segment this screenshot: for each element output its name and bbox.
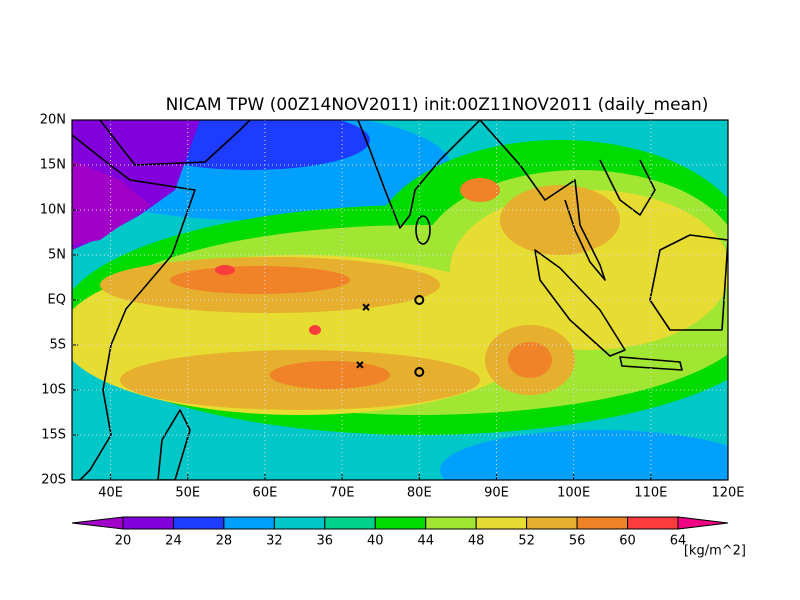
- y-tick-label: 10N: [40, 203, 66, 218]
- y-tick-label: 5N: [48, 248, 66, 263]
- colorbar-box: [374, 516, 427, 530]
- map-title: NICAM TPW (00Z14NOV2011) init:00Z11NOV20…: [166, 95, 709, 115]
- colorbar-label: 60: [619, 534, 636, 549]
- colorbar-box: [475, 516, 528, 530]
- colorbar-box: [627, 516, 679, 530]
- marker-o: [414, 367, 425, 377]
- x-tick-label: 70E: [330, 486, 355, 501]
- colorbar: 20 24 28 32 36 40 44 48 52 56 60 64[kg/m^2]: [71, 516, 746, 559]
- map-frame: [71, 119, 729, 481]
- x-tick-label: 120E: [711, 486, 744, 501]
- tpw-field: [72, 120, 728, 480]
- marker-x: [356, 361, 364, 369]
- colorbar-label: 36: [317, 534, 334, 549]
- colorbar-box: [172, 516, 225, 530]
- marker-o: [414, 295, 425, 305]
- x-tick-label: 110E: [634, 486, 667, 501]
- colorbar-label: 20: [115, 534, 132, 549]
- colorbar-box: [576, 516, 629, 530]
- colorbar-triangle: [677, 516, 729, 530]
- x-tick-label: 50E: [175, 486, 200, 501]
- y-tick-label: 15S: [41, 428, 66, 443]
- x-tick-label: 40E: [98, 486, 123, 501]
- colorbar-box: [122, 516, 174, 530]
- y-tick-label: 20N: [40, 113, 66, 128]
- colorbar-label: 24: [165, 534, 182, 549]
- colorbar-label: 40: [367, 534, 384, 549]
- colorbar-label: 44: [417, 534, 434, 549]
- y-tick-label: 5S: [49, 338, 66, 353]
- graticule: 40E 50E 60E 70E 80E 90E 100E 110E 120E 20S 15S 10S 5…: [40, 113, 745, 501]
- colorbar-label: 56: [569, 534, 586, 549]
- y-tick-label: 20S: [41, 473, 66, 488]
- colorbar-box: [324, 516, 376, 530]
- colorbar-unit: [kg/m^2]: [684, 544, 746, 559]
- y-tick-label: EQ: [48, 293, 66, 308]
- colorbar-label: 32: [266, 534, 283, 549]
- colorbar-box: [223, 516, 275, 530]
- colorbar-label: 28: [216, 534, 233, 549]
- x-tick-label: 90E: [484, 486, 509, 501]
- colorbar-triangle: [71, 516, 124, 530]
- x-tick-label: 80E: [407, 486, 432, 501]
- x-tick-label: 100E: [557, 486, 590, 501]
- colorbar-label: 48: [468, 534, 485, 549]
- markers: [356, 295, 425, 377]
- colorbar-label: 52: [518, 534, 535, 549]
- colorbar-box: [526, 516, 578, 530]
- y-tick-label: 15N: [40, 158, 66, 173]
- colorbar-label: 64: [670, 534, 687, 549]
- y-tick-label: 10S: [41, 383, 66, 398]
- colorbar-box: [425, 516, 477, 530]
- marker-x: [362, 303, 370, 311]
- x-tick-label: 60E: [253, 486, 278, 501]
- colorbar-box: [273, 516, 326, 530]
